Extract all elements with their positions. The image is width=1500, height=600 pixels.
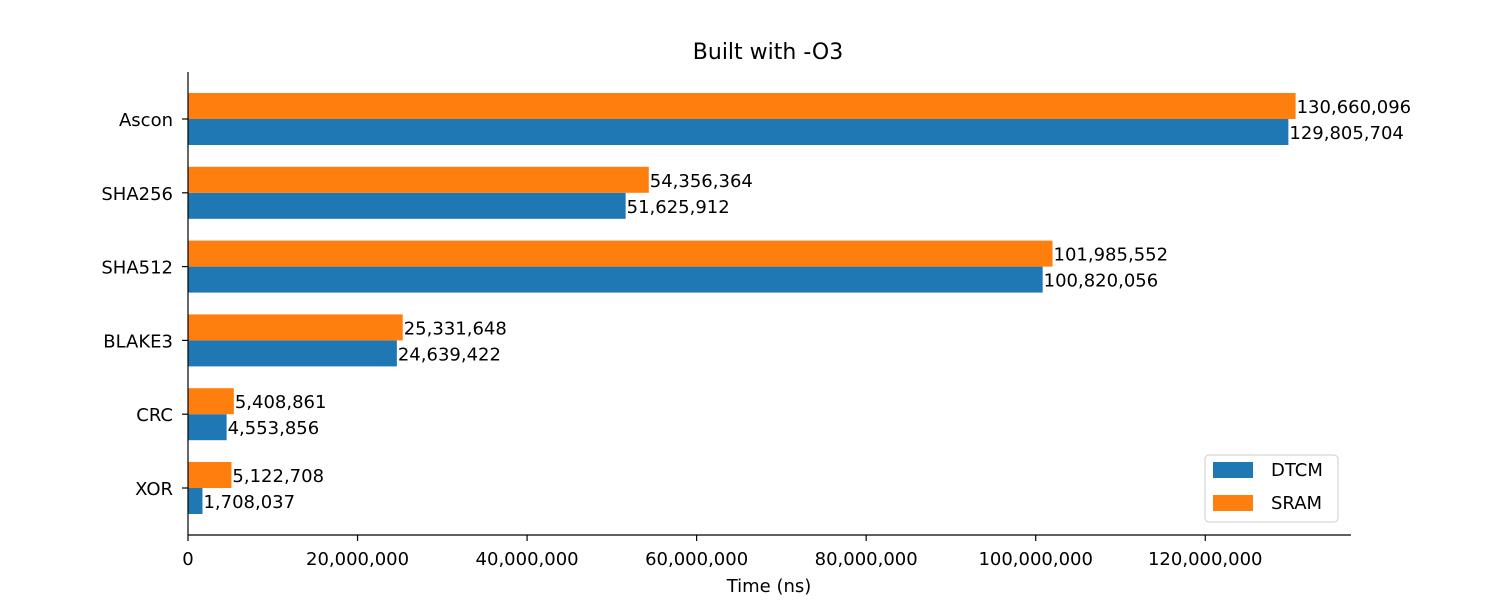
bar-sram-sha512 bbox=[188, 240, 1053, 267]
legend-swatch-dtcm bbox=[1213, 462, 1253, 478]
x-tick-label: 20,000,000 bbox=[306, 549, 409, 570]
value-label-dtcm-ascon: 129,805,704 bbox=[1289, 123, 1404, 144]
x-tick-label: 100,000,000 bbox=[978, 549, 1093, 570]
value-label-dtcm-sha256: 51,625,912 bbox=[627, 197, 730, 218]
x-axis-label: Time (ns) bbox=[726, 576, 812, 597]
bar-dtcm-sha256 bbox=[188, 192, 626, 219]
value-label-dtcm-blake3: 24,639,422 bbox=[398, 344, 501, 365]
y-tick-label-ascon: Ascon bbox=[119, 110, 173, 131]
value-label-dtcm-crc: 4,553,856 bbox=[228, 418, 320, 439]
x-tick-label: 80,000,000 bbox=[815, 549, 918, 570]
x-tick-label: 120,000,000 bbox=[1148, 549, 1263, 570]
x-axis: 0 20,000,000 40,000,000 60,000,000 80,000,00… bbox=[182, 535, 1263, 570]
value-label-sram-blake3: 25,331,648 bbox=[404, 318, 507, 339]
bars-layer bbox=[188, 93, 1296, 514]
value-label-sram-xor: 5,122,708 bbox=[232, 466, 324, 487]
value-label-dtcm-xor: 1,708,037 bbox=[203, 492, 295, 513]
y-tick-label-blake3: BLAKE3 bbox=[103, 331, 173, 352]
value-label-sram-sha512: 101,985,552 bbox=[1054, 245, 1169, 266]
value-label-sram-sha256: 54,356,364 bbox=[650, 171, 753, 192]
legend-label-dtcm: DTCM bbox=[1271, 460, 1323, 481]
value-label-dtcm-sha512: 100,820,056 bbox=[1044, 271, 1159, 292]
legend: DTCM SRAM bbox=[1204, 454, 1339, 523]
bar-dtcm-crc bbox=[188, 414, 227, 441]
bar-dtcm-blake3 bbox=[188, 340, 397, 367]
bar-sram-xor bbox=[188, 462, 232, 488]
x-tick-label: 0 bbox=[182, 549, 193, 570]
bar-sram-sha256 bbox=[188, 166, 649, 193]
value-label-sram-ascon: 130,660,096 bbox=[1297, 97, 1412, 118]
y-tick-label-sha512: SHA512 bbox=[101, 258, 173, 279]
value-labels-layer: 129,805,704 130,660,096 51,625,912 54,356,3… bbox=[203, 97, 1411, 513]
bar-dtcm-xor bbox=[188, 488, 203, 514]
x-tick-label: 60,000,000 bbox=[645, 549, 748, 570]
bar-sram-crc bbox=[188, 388, 234, 415]
x-tick-label: 40,000,000 bbox=[476, 549, 579, 570]
bar-dtcm-sha512 bbox=[188, 266, 1043, 293]
chart-title: Built with -O3 bbox=[693, 40, 843, 65]
y-tick-label-xor: XOR bbox=[135, 479, 173, 500]
bar-sram-ascon bbox=[188, 93, 1296, 119]
bar-sram-blake3 bbox=[188, 314, 403, 341]
legend-label-sram: SRAM bbox=[1271, 493, 1322, 514]
value-label-sram-crc: 5,408,861 bbox=[235, 392, 327, 413]
y-tick-label-crc: CRC bbox=[136, 405, 173, 426]
y-axis: Ascon SHA256 SHA512 BLAKE3 CRC XOR bbox=[101, 110, 188, 500]
bar-dtcm-ascon bbox=[188, 119, 1289, 145]
legend-swatch-sram bbox=[1213, 495, 1253, 511]
y-tick-label-sha256: SHA256 bbox=[101, 184, 173, 205]
